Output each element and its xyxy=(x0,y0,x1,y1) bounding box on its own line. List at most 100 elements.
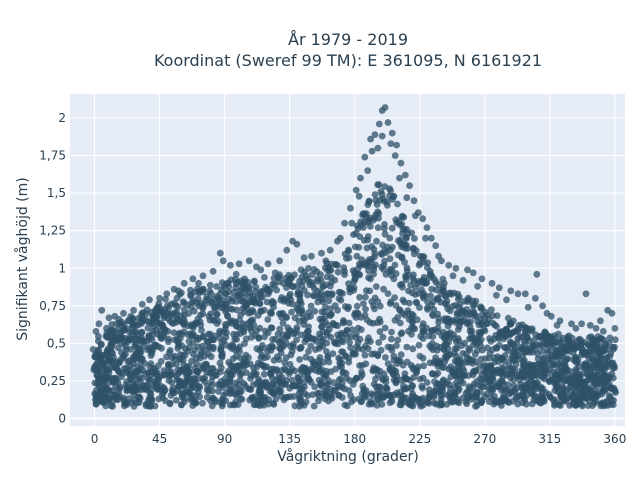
data-point xyxy=(542,389,550,396)
data-point xyxy=(577,371,585,379)
data-point xyxy=(406,398,413,405)
data-point xyxy=(502,325,510,333)
data-point xyxy=(327,333,335,341)
data-point xyxy=(546,354,554,362)
data-point xyxy=(235,260,243,268)
data-point xyxy=(355,192,363,200)
data-point xyxy=(387,246,394,254)
data-point xyxy=(592,325,600,332)
data-point xyxy=(419,384,426,392)
data-point xyxy=(185,343,193,351)
data-point xyxy=(370,263,378,271)
data-point xyxy=(296,356,303,363)
data-point xyxy=(335,295,343,302)
data-point xyxy=(200,333,207,341)
data-point xyxy=(152,369,159,376)
data-point xyxy=(302,353,310,361)
data-point xyxy=(166,347,174,354)
data-point xyxy=(559,334,567,342)
data-point xyxy=(573,359,581,367)
data-point xyxy=(447,317,454,325)
data-point xyxy=(357,174,364,182)
data-point xyxy=(203,393,211,401)
data-point xyxy=(209,343,217,351)
data-point xyxy=(293,240,301,248)
data-point xyxy=(188,323,196,330)
data-point xyxy=(376,328,384,335)
chart-title-line1: År 1979 - 2019 xyxy=(288,30,408,49)
data-point xyxy=(256,391,264,398)
data-point xyxy=(195,279,203,287)
data-point xyxy=(207,310,215,318)
data-point xyxy=(190,399,198,406)
data-point xyxy=(359,260,367,268)
data-point xyxy=(515,322,523,329)
data-point xyxy=(346,339,353,346)
data-point xyxy=(401,375,409,383)
data-point xyxy=(231,390,239,398)
data-point xyxy=(198,326,205,334)
data-point xyxy=(305,376,313,384)
data-point xyxy=(357,398,365,406)
data-point xyxy=(335,288,343,296)
data-point xyxy=(607,401,615,408)
data-point xyxy=(325,358,333,366)
data-point xyxy=(229,366,237,373)
data-point xyxy=(357,326,365,333)
data-point xyxy=(392,368,400,375)
data-point xyxy=(96,355,103,363)
data-point xyxy=(513,385,520,392)
data-point xyxy=(409,312,417,320)
data-point xyxy=(433,295,441,303)
data-point xyxy=(420,362,427,370)
data-point xyxy=(571,372,579,380)
data-point xyxy=(275,274,283,282)
data-point xyxy=(349,381,357,388)
x-tick-labels: 0 45 90 135 180 225 270 315 360 xyxy=(91,432,627,446)
data-point xyxy=(523,400,530,408)
data-point xyxy=(426,270,434,278)
data-point xyxy=(99,359,107,367)
data-point xyxy=(409,318,416,326)
data-point xyxy=(463,354,471,362)
data-point xyxy=(425,332,433,340)
data-point xyxy=(497,377,505,384)
data-point xyxy=(340,264,348,272)
data-point xyxy=(545,377,553,385)
data-point xyxy=(213,311,221,319)
data-point xyxy=(203,386,211,394)
data-point xyxy=(141,359,148,367)
data-point xyxy=(254,312,262,319)
data-point xyxy=(481,327,489,335)
data-point xyxy=(451,389,459,397)
data-point xyxy=(114,325,122,333)
data-point xyxy=(130,306,138,314)
data-point xyxy=(136,395,144,402)
data-point xyxy=(237,277,245,285)
data-point xyxy=(478,397,486,405)
data-point xyxy=(374,181,382,189)
data-point xyxy=(374,298,382,305)
data-point xyxy=(564,394,572,402)
data-point xyxy=(606,352,614,360)
data-point xyxy=(381,104,389,111)
data-point xyxy=(268,342,276,349)
data-point xyxy=(345,358,353,366)
data-point xyxy=(365,267,372,275)
data-point xyxy=(352,186,360,194)
data-point xyxy=(439,286,446,294)
data-point xyxy=(171,355,179,363)
data-point xyxy=(459,394,467,402)
data-point xyxy=(418,396,426,404)
data-point xyxy=(341,219,348,227)
data-point xyxy=(575,392,583,400)
data-point xyxy=(144,382,151,389)
data-point xyxy=(388,266,396,274)
data-point xyxy=(368,298,376,305)
data-point xyxy=(218,304,225,312)
data-point xyxy=(342,370,350,377)
data-point xyxy=(318,249,325,257)
data-point xyxy=(176,317,184,325)
data-point xyxy=(317,289,325,296)
data-point xyxy=(216,249,224,257)
